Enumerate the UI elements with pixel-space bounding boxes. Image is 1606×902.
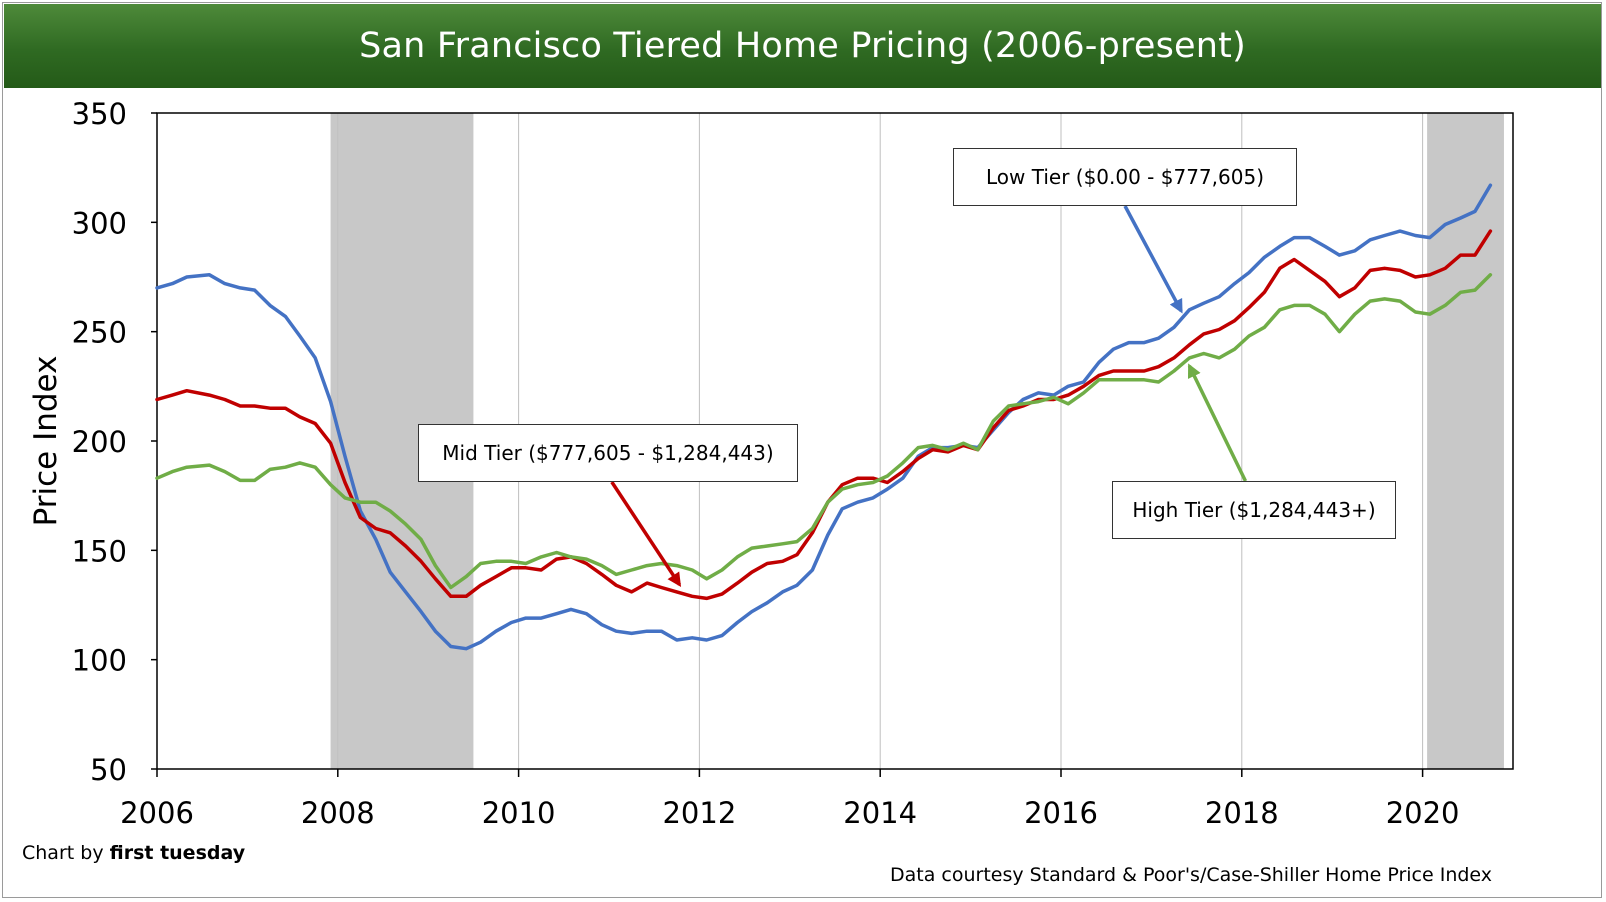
- x-tick-label-2012: 2012: [662, 796, 736, 830]
- x-tick-label-2010: 2010: [482, 796, 556, 830]
- chart-credit: Chart by first tuesday: [22, 842, 245, 864]
- low-tier-arrow: [1123, 205, 1183, 314]
- mid-tier-callout: Mid Tier ($777,605 - $1,284,443): [418, 424, 798, 482]
- y-axis-label: Price Index: [28, 356, 64, 527]
- high-tier-arrow: [1187, 363, 1248, 482]
- x-tick-label-2008: 2008: [301, 796, 375, 830]
- chart-title: San Francisco Tiered Home Pricing (2006-…: [4, 4, 1601, 88]
- y-tick-label-100: 100: [72, 644, 127, 678]
- x-tick-label-2018: 2018: [1205, 796, 1279, 830]
- series-lines: [155, 183, 1493, 651]
- credit-prefix: Chart by: [22, 842, 110, 864]
- x-tick-label-2020: 2020: [1386, 796, 1460, 830]
- axes: 50 100 150 200 250 300 350 2006 2008 2010 2012 2014…: [72, 97, 1514, 830]
- series-line-high: [155, 273, 1493, 590]
- recession-band-2: [1427, 113, 1504, 769]
- y-tick-label-150: 150: [72, 534, 127, 568]
- series-line-low: [155, 183, 1493, 651]
- y-tick-label-50: 50: [90, 753, 127, 787]
- y-tick-label-300: 300: [72, 206, 127, 240]
- x-tick-label-2014: 2014: [843, 796, 917, 830]
- y-tick-label-350: 350: [72, 97, 127, 131]
- y-tick-label-250: 250: [72, 316, 127, 350]
- callout-arrows: [610, 205, 1248, 587]
- high-tier-callout: High Tier ($1,284,443+): [1112, 481, 1396, 539]
- credit-brand: first tuesday: [109, 842, 246, 864]
- x-tick-label-2006: 2006: [120, 796, 194, 830]
- x-tick-label-2016: 2016: [1024, 796, 1098, 830]
- mid-tier-arrow: [610, 481, 682, 587]
- data-source: Data courtesy Standard & Poor's/Case-Shi…: [890, 864, 1493, 886]
- y-tick-label-200: 200: [72, 425, 127, 459]
- low-tier-callout: Low Tier ($0.00 - $777,605): [953, 148, 1297, 206]
